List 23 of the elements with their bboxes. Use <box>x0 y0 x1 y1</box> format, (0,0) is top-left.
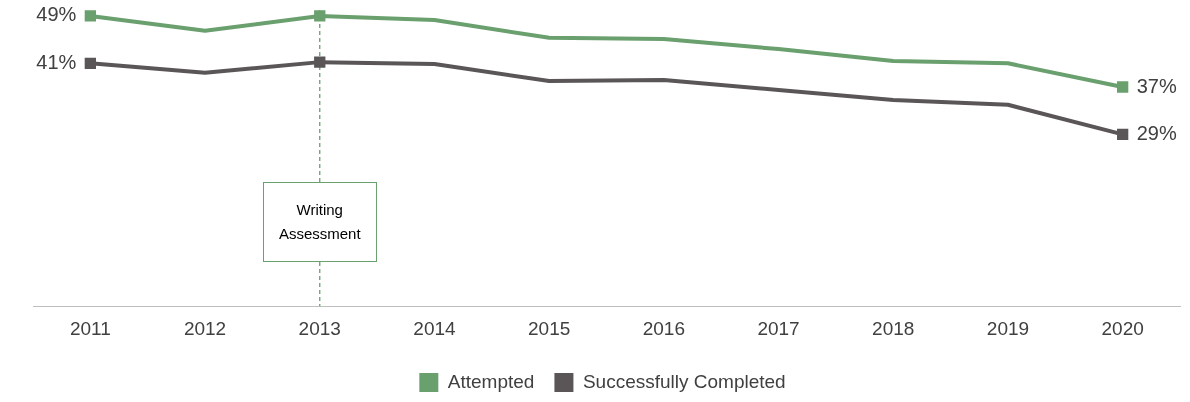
data-label: 49% <box>36 3 77 26</box>
point <box>314 10 326 22</box>
legend-label: Successfully Completed <box>582 370 786 392</box>
data-label: 37% <box>1136 74 1177 97</box>
point <box>84 10 97 22</box>
point <box>84 57 97 69</box>
x-tick-label: 2020 <box>1101 317 1144 339</box>
x-tick-label: 2017 <box>757 317 800 339</box>
data-label: 29% <box>1136 121 1177 144</box>
data-label: 41% <box>36 50 77 73</box>
legend-label: Attempted <box>447 370 535 392</box>
ref-line-label: Writing Assessment <box>262 181 377 262</box>
x-tick-label: 2011 <box>69 317 111 339</box>
x-tick-label: 2013 <box>298 317 341 339</box>
x-tick-label: 2018 <box>872 317 915 339</box>
point <box>314 56 326 68</box>
x-tick-label: 2014 <box>413 317 457 339</box>
point <box>1116 81 1129 93</box>
x-tick-label: 2016 <box>642 317 685 339</box>
point <box>1116 128 1129 141</box>
x-tick-label: 2015 <box>528 317 571 339</box>
x-tick-label: 2012 <box>183 317 227 339</box>
x-tick-label: 2019 <box>986 317 1030 339</box>
